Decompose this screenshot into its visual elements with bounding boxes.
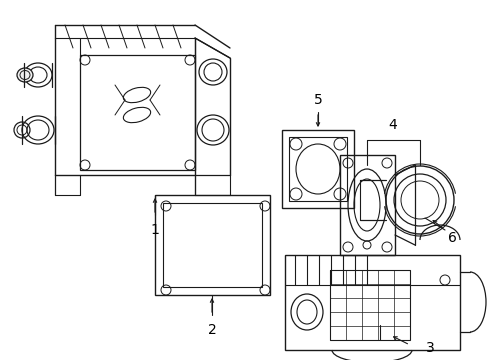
Text: 6: 6 <box>447 231 455 245</box>
Text: 5: 5 <box>313 93 322 107</box>
Bar <box>288 137 346 201</box>
Text: 3: 3 <box>425 341 433 355</box>
Text: 4: 4 <box>388 118 397 132</box>
Bar <box>163 203 262 287</box>
Bar <box>285 255 459 350</box>
Ellipse shape <box>17 68 33 82</box>
Text: 2: 2 <box>207 323 216 337</box>
Text: 1: 1 <box>150 223 159 237</box>
Bar <box>339 155 394 255</box>
Bar <box>282 130 353 208</box>
Bar <box>155 195 269 295</box>
Bar <box>329 270 409 340</box>
Bar <box>80 55 195 170</box>
